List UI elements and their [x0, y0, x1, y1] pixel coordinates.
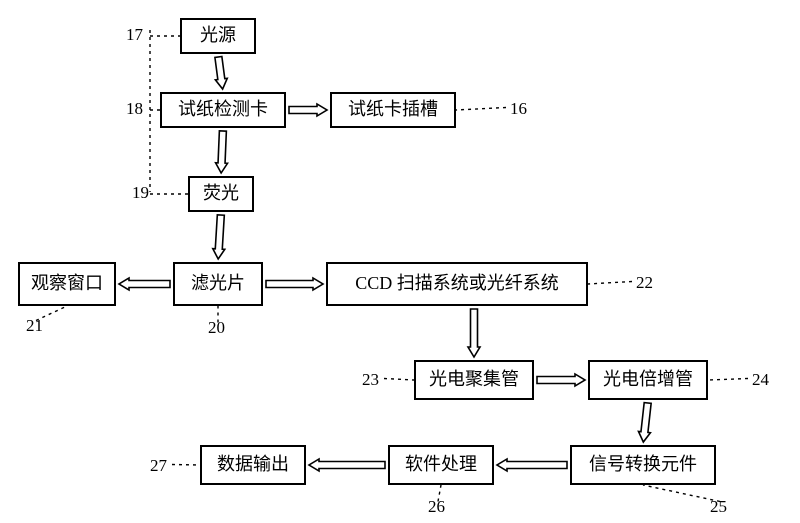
connector-arrow — [266, 278, 323, 290]
ref-number-18: 18 — [126, 99, 143, 119]
ref-number-text: 17 — [126, 25, 143, 44]
ref-number-23: 23 — [362, 370, 379, 390]
node-n19: 荧光 — [188, 176, 254, 212]
connector-arrow — [213, 215, 225, 259]
connector-arrow — [119, 278, 170, 290]
ref-number-text: 18 — [126, 99, 143, 118]
node-label: 光电聚集管 — [429, 369, 519, 391]
ref-number-text: 19 — [132, 183, 149, 202]
ref-number-text: 22 — [636, 273, 653, 292]
ref-number-text: 26 — [428, 497, 445, 516]
ref-number-text: 23 — [362, 370, 379, 389]
connector-line — [588, 282, 632, 285]
ref-number-text: 21 — [26, 316, 43, 335]
connector-line — [172, 465, 200, 466]
node-label: 光电倍增管 — [603, 369, 693, 391]
node-n27: 数据输出 — [200, 445, 306, 485]
node-n18: 试纸检测卡 — [160, 92, 286, 128]
ref-number-27: 27 — [150, 456, 167, 476]
ref-number-24: 24 — [752, 370, 769, 390]
node-n16: 试纸卡插槽 — [330, 92, 456, 128]
node-n17: 光源 — [180, 18, 256, 54]
connector-arrow — [497, 459, 567, 471]
connector-arrow — [216, 131, 228, 173]
ref-number-19: 19 — [132, 183, 149, 203]
ref-number-26: 26 — [428, 497, 445, 517]
ref-number-text: 27 — [150, 456, 167, 475]
node-label: 信号转换元件 — [589, 454, 697, 476]
ref-number-text: 24 — [752, 370, 769, 389]
connector-line — [456, 108, 506, 111]
node-label: 观察窗口 — [31, 273, 103, 295]
node-n22: CCD 扫描系统或光纤系统 — [326, 262, 588, 306]
connector-line — [708, 379, 748, 381]
node-n26: 软件处理 — [388, 445, 494, 485]
node-label: 荧光 — [203, 183, 239, 205]
node-label: CCD 扫描系统或光纤系统 — [355, 273, 559, 295]
ref-number-16: 16 — [510, 99, 527, 119]
connector-arrow — [638, 403, 651, 442]
connector-arrow — [309, 459, 385, 471]
ref-number-20: 20 — [208, 318, 225, 338]
connector-line — [643, 485, 720, 502]
ref-number-text: 25 — [710, 497, 727, 516]
node-label: 数据输出 — [217, 454, 289, 476]
node-n24: 光电倍增管 — [588, 360, 708, 400]
node-label: 试纸检测卡 — [178, 99, 268, 121]
ref-number-17: 17 — [126, 25, 143, 45]
node-label: 试纸卡插槽 — [348, 99, 438, 121]
connector-arrow — [215, 57, 227, 90]
ref-number-25: 25 — [710, 497, 727, 517]
node-label: 滤光片 — [191, 273, 245, 295]
connector-arrow — [468, 309, 480, 357]
ref-number-text: 16 — [510, 99, 527, 118]
ref-number-22: 22 — [636, 273, 653, 293]
flowchart-canvas: 光源 17 试纸检测卡 18 试纸卡插槽 16 荧光 19 观察窗口 21 滤光片 20 CCD 扫描系… — [0, 0, 800, 523]
ref-number-21: 21 — [26, 316, 43, 336]
node-n20: 滤光片 — [173, 262, 263, 306]
node-n25: 信号转换元件 — [570, 445, 716, 485]
node-label: 软件处理 — [405, 454, 477, 476]
node-n21: 观察窗口 — [18, 262, 116, 306]
connector-arrow — [537, 374, 585, 386]
connector-arrow — [289, 104, 327, 116]
connector-line — [384, 379, 414, 381]
node-label: 光源 — [200, 25, 236, 47]
ref-number-text: 20 — [208, 318, 225, 337]
node-n23: 光电聚集管 — [414, 360, 534, 400]
